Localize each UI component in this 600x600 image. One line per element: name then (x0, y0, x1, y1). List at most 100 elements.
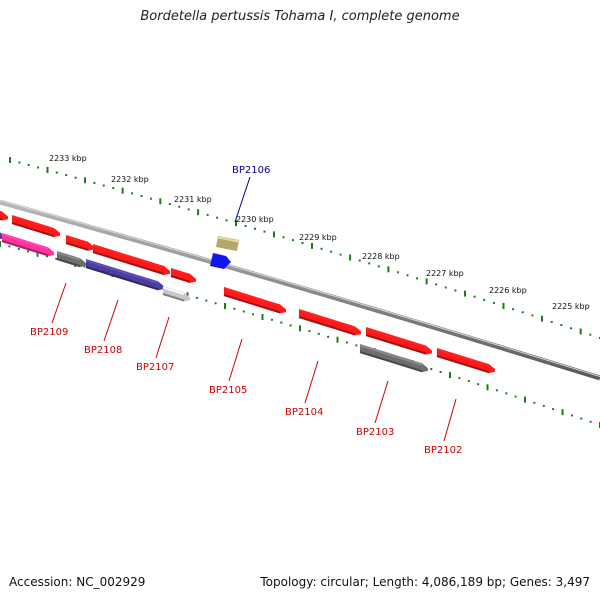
minor-tick (358, 259, 361, 262)
gene-shadow (359, 351, 423, 373)
minor-tick (467, 380, 470, 383)
minor-tick (495, 389, 498, 392)
gene-label-leader (374, 380, 389, 424)
gene-highlight (436, 348, 490, 367)
gene-label-bp2107[interactable]: BP2107 (136, 362, 174, 373)
accession-text: Accession: NC_002929 (9, 575, 146, 589)
major-tick (0, 241, 1, 247)
minor-tick (416, 277, 419, 280)
gene-label-bp2108[interactable]: BP2108 (84, 345, 122, 356)
minor-tick (542, 404, 545, 407)
gene-label-bp2102[interactable]: BP2102 (424, 445, 462, 456)
gene-feature-bp2102 (436, 348, 495, 374)
minor-tick (550, 320, 553, 323)
gene-label-leader (304, 360, 319, 404)
minor-tick (74, 176, 77, 179)
kbp-label: 2225 kbp (552, 302, 590, 311)
minor-tick (55, 257, 58, 260)
minor-tick (308, 330, 311, 333)
gene-feature-bp2103 (359, 344, 428, 373)
gene-label-bp2103[interactable]: BP2103 (356, 427, 394, 438)
gene-highlight (65, 235, 89, 245)
gene-highlight (56, 251, 81, 261)
kbp-label: 2228 kbp (362, 252, 400, 261)
minor-tick (589, 420, 592, 423)
minor-tick (65, 174, 68, 177)
gene-feature-upper-2 (65, 235, 94, 251)
minor-tick (168, 203, 171, 205)
minor-tick (345, 341, 348, 344)
gene-label-bp2105[interactable]: BP2105 (209, 385, 247, 396)
minor-tick (589, 333, 592, 336)
major-tick (579, 328, 582, 335)
minor-tick (282, 236, 285, 239)
gene-highlight (85, 259, 159, 284)
gene-shadow (170, 275, 191, 283)
gene-highlight (92, 244, 165, 269)
minor-tick (17, 247, 20, 250)
major-tick (502, 303, 505, 309)
major-tick (299, 325, 301, 332)
gene-labels: BP2109 BP2108 BP2107 BP2106 BP2105 BP2104 BP21… (30, 165, 462, 456)
kbp-tick-labels: 2233 kbp 2232 kbp 2231 kbp 2230 kbp 2229 kbp… (49, 154, 590, 311)
minor-tick (263, 230, 266, 233)
minor-tick (55, 171, 58, 174)
major-tick (349, 254, 352, 261)
major-tick (273, 231, 275, 238)
minor-tick (327, 335, 330, 338)
gene-label-leader (51, 282, 67, 324)
backbone-layer (0, 199, 600, 381)
major-tick (197, 209, 200, 216)
genome-summary-text: Topology: circular; Length: 4,086,189 bp… (260, 575, 590, 589)
gene-shadow (223, 294, 281, 314)
minor-tick (254, 227, 256, 230)
gene-label-bp2109[interactable]: BP2109 (30, 327, 68, 338)
gene-shadow (0, 217, 3, 221)
major-tick (449, 372, 451, 379)
gene-shadow (11, 222, 55, 237)
gene-feature-lightgray (162, 286, 190, 302)
genome-backbone (0, 199, 600, 381)
gene-shadow (92, 251, 165, 275)
minor-tick (233, 307, 236, 310)
gene-body (0, 210, 8, 221)
minor-tick (242, 310, 245, 313)
minor-tick (483, 298, 486, 301)
minor-tick (454, 289, 457, 292)
minor-tick (514, 395, 517, 398)
gene-feature-bp2104 (298, 309, 361, 336)
gene-highlight (359, 344, 423, 366)
gene-feature-upper-3 (92, 244, 170, 275)
minor-tick (330, 250, 333, 253)
minor-tick (83, 265, 86, 268)
gene-feature-upper-1 (11, 215, 60, 237)
gene-highlight (298, 309, 356, 329)
gene-highlight (170, 268, 191, 277)
major-tick (121, 187, 124, 194)
minor-tick (37, 166, 40, 169)
major-tick (541, 315, 543, 322)
minor-tick (18, 161, 21, 164)
gene-label-bp2106[interactable]: BP2106 (232, 165, 270, 176)
minor-tick (521, 311, 524, 314)
major-tick (464, 290, 466, 297)
minor-tick (187, 208, 190, 211)
gene-features (0, 210, 495, 374)
major-tick (84, 177, 86, 184)
minor-tick (570, 327, 572, 330)
minor-tick (377, 265, 380, 268)
minor-tick (45, 255, 48, 258)
gene-highlight (11, 215, 55, 231)
kbp-label: 2226 kbp (489, 286, 527, 295)
kbp-label: 2231 kbp (174, 195, 212, 204)
minor-tick (473, 295, 476, 298)
gene-feature-edge-top (0, 210, 8, 221)
minor-tick (292, 239, 294, 242)
major-tick (224, 303, 226, 309)
gene-label-bp2104[interactable]: BP2104 (285, 407, 323, 418)
kbp-label: 2232 kbp (111, 175, 149, 184)
minor-tick (458, 377, 461, 380)
minor-tick (205, 299, 208, 302)
minor-tick (244, 225, 247, 227)
